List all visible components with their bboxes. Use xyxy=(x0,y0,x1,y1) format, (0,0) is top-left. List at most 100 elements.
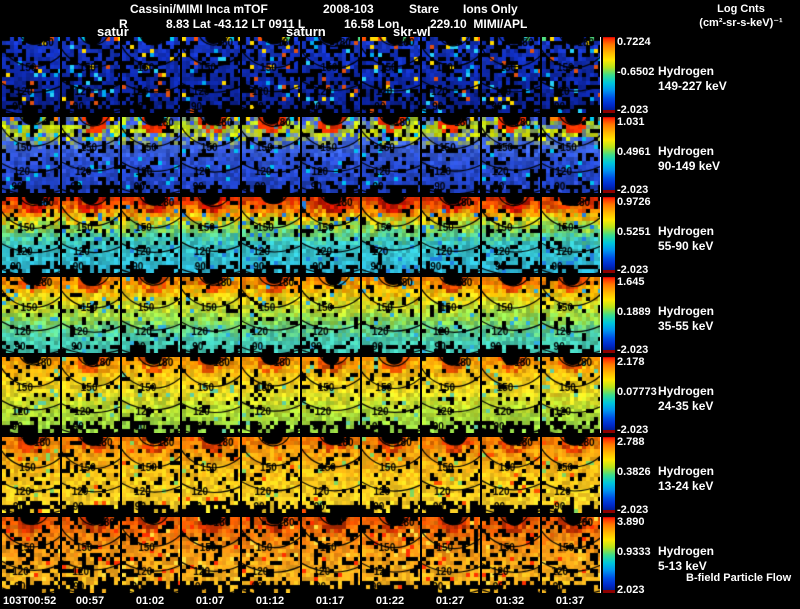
heatmap-panel-r4c8 xyxy=(422,277,480,353)
panel-colorbar-separator xyxy=(600,517,601,593)
subtitle-part-1: 8.83 Lat -43.12 LT 0911 L xyxy=(166,17,306,31)
panel-colorbar-separator xyxy=(600,37,601,113)
overlay-label-saturn: saturn xyxy=(286,24,326,39)
title-part-0: Cassini/MIMI Inca mTOF xyxy=(130,2,268,16)
heatmap-panel-r5c2 xyxy=(62,357,120,433)
bfield-particle-flow-label: B-field Particle Flow xyxy=(686,572,792,584)
heatmap-panel-r1c3 xyxy=(122,37,180,113)
subtitle-part-0: R xyxy=(119,17,128,31)
title-part-1: 2008-103 xyxy=(323,2,374,16)
heatmap-panel-r2c2 xyxy=(62,117,120,193)
energy-band-species-label: Hydrogen xyxy=(658,224,715,238)
heatmap-panel-r6c1 xyxy=(2,437,60,513)
heatmap-panel-r5c4 xyxy=(182,357,240,433)
heatmap-panel-r7c1 xyxy=(2,517,60,593)
heatmap-panel-r2c3 xyxy=(122,117,180,193)
heatmap-panel-r7c8 xyxy=(422,517,480,593)
heatmap-panel-r6c5 xyxy=(242,437,300,513)
heatmap-panel-r7c6 xyxy=(302,517,360,593)
energy-band-range-label: 13-24 keV xyxy=(658,479,714,493)
subtitle-part-2: 16.58 Lon xyxy=(344,17,400,31)
heatmap-panel-r5c10 xyxy=(542,357,600,433)
energy-band-range-label: 24-35 keV xyxy=(658,399,714,413)
heatmap-panel-r7c3 xyxy=(122,517,180,593)
colorbar-row6 xyxy=(603,437,615,513)
colorbar-max-label: 1.645 xyxy=(617,276,645,288)
heatmap-panel-r1c2 xyxy=(62,37,120,113)
heatmap-panel-r6c6 xyxy=(302,437,360,513)
heatmap-panel-r3c10 xyxy=(542,197,600,273)
heatmap-panel-r1c6 xyxy=(302,37,360,113)
time-tick-label-8: 01:27 xyxy=(435,595,465,607)
heatmap-panel-r5c9 xyxy=(482,357,540,433)
panel-colorbar-separator xyxy=(600,197,601,273)
time-tick-label-9: 01:32 xyxy=(495,595,525,607)
colorbar-max-label: 1.031 xyxy=(617,116,645,128)
energy-band-range-label: 149-227 keV xyxy=(658,79,727,93)
heatmap-panel-r5c6 xyxy=(302,357,360,433)
heatmap-panel-r7c4 xyxy=(182,517,240,593)
colorbar-min-label: -2.023 xyxy=(617,344,649,356)
heatmap-panel-r1c9 xyxy=(482,37,540,113)
heatmap-panel-r1c10 xyxy=(542,37,600,113)
heatmap-panel-r3c3 xyxy=(122,197,180,273)
energy-band-species-label: Hydrogen xyxy=(658,144,715,158)
heatmap-panel-r2c9 xyxy=(482,117,540,193)
heatmap-panel-r6c9 xyxy=(482,437,540,513)
heatmap-panel-r4c9 xyxy=(482,277,540,353)
heatmap-panel-r3c4 xyxy=(182,197,240,273)
heatmap-panel-r3c6 xyxy=(302,197,360,273)
colorbar-max-label: 0.7224 xyxy=(617,36,651,48)
colorbar-mid-label: 0.9333 xyxy=(617,546,651,558)
overlay-label-satur: satur xyxy=(97,24,129,39)
title-part-2: Stare xyxy=(409,2,440,16)
panel-colorbar-separator xyxy=(600,277,601,353)
colorbar-min-label: 2.023 xyxy=(617,584,645,596)
heatmap-panel-r6c10 xyxy=(542,437,600,513)
heatmap-panel-r5c8 xyxy=(422,357,480,433)
energy-band-species-label: Hydrogen xyxy=(658,464,715,478)
energy-band-range-label: 90-149 keV xyxy=(658,159,721,173)
time-tick-label-1: 103T00:52 xyxy=(3,595,57,607)
heatmap-panel-r3c1 xyxy=(2,197,60,273)
colorbar-min-label: -2.023 xyxy=(617,264,649,276)
heatmap-panel-r2c5 xyxy=(242,117,300,193)
colorbar-row3 xyxy=(603,197,615,273)
energy-band-range-label: 35-55 keV xyxy=(658,319,714,333)
colorbar-row7 xyxy=(603,517,615,593)
panel-colorbar-separator xyxy=(600,437,601,513)
heatmap-panel-r2c10 xyxy=(542,117,600,193)
colorbar-mid-label: 0.5251 xyxy=(617,226,651,238)
heatmap-panel-r1c8 xyxy=(422,37,480,113)
title-part-3: Ions Only xyxy=(463,2,518,16)
heatmap-panel-r4c5 xyxy=(242,277,300,353)
colorbar-row4 xyxy=(603,277,615,353)
heatmap-panel-r4c6 xyxy=(302,277,360,353)
heatmap-panel-r6c3 xyxy=(122,437,180,513)
energy-band-species-label: Hydrogen xyxy=(658,64,715,78)
heatmap-panel-r7c2 xyxy=(62,517,120,593)
colorbar-mid-label: -0.6502 xyxy=(617,66,655,78)
heatmap-panel-r4c1 xyxy=(2,277,60,353)
time-tick-label-5: 01:12 xyxy=(255,595,285,607)
heatmap-panel-r7c7 xyxy=(362,517,420,593)
heatmap-panel-r1c1 xyxy=(2,37,60,113)
colorbar-units-label: Log Cnts (cm²-sr-s-keV)⁻¹ xyxy=(686,2,796,30)
colorbar-row2 xyxy=(603,117,615,193)
time-tick-label-6: 01:17 xyxy=(315,595,345,607)
units-line1: Log Cnts xyxy=(717,3,765,15)
energy-band-species-label: Hydrogen xyxy=(658,544,715,558)
heatmap-panel-r4c4 xyxy=(182,277,240,353)
heatmap-panel-r3c5 xyxy=(242,197,300,273)
colorbar-mid-label: 0.1889 xyxy=(617,306,651,318)
energy-band-range-label: 55-90 keV xyxy=(658,239,714,253)
heatmap-panel-r4c3 xyxy=(122,277,180,353)
time-tick-label-7: 01:22 xyxy=(375,595,405,607)
heatmap-panel-r4c2 xyxy=(62,277,120,353)
heatmap-panel-r6c2 xyxy=(62,437,120,513)
time-tick-label-2: 00:57 xyxy=(75,595,105,607)
heatmap-panel-r7c9 xyxy=(482,517,540,593)
heatmap-panel-r3c9 xyxy=(482,197,540,273)
heatmap-panel-r5c3 xyxy=(122,357,180,433)
